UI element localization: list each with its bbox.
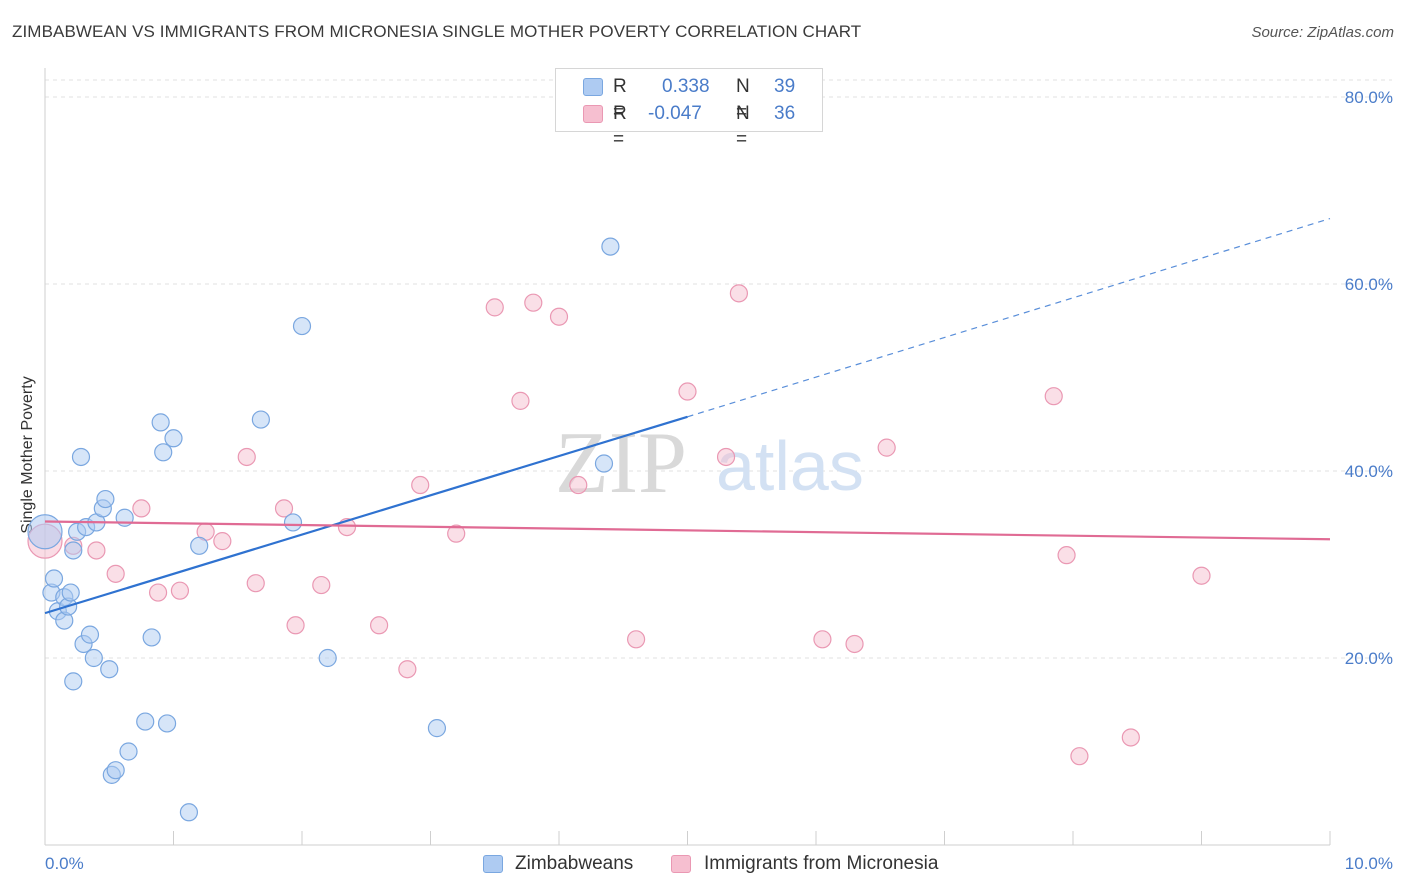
pink-swatch [583, 105, 603, 123]
chart-title: ZIMBABWEAN VS IMMIGRANTS FROM MICRONESIA… [12, 22, 862, 41]
micronesia-point [286, 616, 305, 635]
n-value: 36 [774, 103, 796, 124]
micronesia-point [549, 307, 569, 326]
zimbabweans-point [179, 803, 199, 822]
axes [44, 68, 1331, 846]
micronesia-point [246, 574, 265, 593]
zimbabweans-point [157, 714, 177, 733]
micronesia-point [370, 616, 389, 635]
micronesia-point [447, 524, 466, 543]
micronesia-point [813, 630, 832, 649]
micronesia-point [237, 447, 256, 467]
zimbabweans-point [44, 569, 64, 588]
pink-swatch [671, 855, 691, 873]
trend-lines [44, 217, 1331, 615]
legend-label: Zimbabweans [515, 853, 634, 874]
chart-source: Source: ZipAtlas.com [1251, 24, 1394, 41]
micronesia-point [524, 293, 543, 312]
zimbabweans-point [154, 443, 173, 462]
micronesia-point [274, 499, 294, 518]
x-tick-label: 10.0% [1345, 854, 1393, 873]
y-tick-label: 60.0% [1345, 275, 1393, 294]
y-tick-label: 40.0% [1345, 462, 1393, 481]
zimbabweans-point [142, 628, 161, 647]
micronesia-point [1192, 566, 1211, 585]
micronesia-point [716, 447, 736, 467]
micronesia-point [1057, 546, 1076, 565]
tick-labels: 20.0% 40.0% 60.0% 80.0% 0.0% 10.0% [45, 88, 1393, 873]
zimbabweans-point [427, 719, 447, 738]
zimbabweans-point [164, 429, 183, 448]
micronesia-point [678, 382, 697, 401]
micronesia-point [729, 284, 749, 303]
micronesia-point [170, 581, 190, 600]
gridlines [45, 79, 1392, 659]
watermark: ZIP atlas [555, 415, 864, 512]
micronesia-point [485, 298, 504, 317]
zimbabweans-point [64, 541, 83, 560]
zimbabweans-point [96, 489, 115, 509]
micronesia-point [626, 630, 646, 649]
zimbabweans-point [106, 761, 125, 780]
micronesia-point [1070, 747, 1089, 766]
micronesia-point [845, 634, 864, 654]
micronesia-point [569, 475, 588, 495]
zimbabweans-point [251, 410, 270, 429]
zimbabweans-point [119, 742, 138, 761]
micronesia-point [87, 541, 106, 560]
zimbabweans-point [283, 513, 303, 532]
r-label: R = [613, 103, 627, 150]
zimbabweans-point [71, 447, 91, 467]
y-tick-label: 80.0% [1345, 88, 1393, 107]
zimbabweans-point [80, 625, 100, 644]
micronesia-trend-line [44, 520, 1331, 541]
r-value: 0.338 [662, 76, 710, 97]
blue-swatch [583, 78, 603, 96]
zimbabweans-trend-extension [687, 217, 1331, 418]
zimbabweans-trend-line [44, 415, 688, 615]
watermark-zip: ZIP [555, 415, 687, 512]
zimbabweans-point [318, 648, 337, 668]
zimbabweans-point [27, 514, 63, 550]
zimbabweans-point [594, 454, 614, 473]
micronesia-point [148, 583, 168, 602]
r-label: R = [613, 76, 627, 123]
legend-label: Immigrants from Micronesia [704, 853, 939, 874]
n-label: N = [736, 103, 750, 150]
r-value: -0.047 [648, 103, 702, 124]
micronesia-point [132, 499, 151, 518]
micronesia-point [312, 575, 331, 595]
zimbabweans-point [190, 536, 209, 555]
series-micronesia-points [27, 284, 1211, 766]
zimbabweans-point [136, 712, 155, 731]
micronesia-point [877, 438, 896, 457]
micronesia-point [1121, 728, 1140, 747]
micronesia-point [511, 391, 530, 410]
micronesia-point [411, 475, 430, 495]
zimbabweans-point [292, 316, 312, 336]
y-tick-label: 20.0% [1345, 649, 1393, 668]
watermark-atlas: atlas [716, 427, 864, 505]
n-value: 39 [774, 76, 796, 97]
stats-box: R = 0.338 N = 39 R = -0.047 N = 36 [555, 68, 823, 150]
zimbabweans-point [84, 648, 103, 668]
zimbabweans-point [64, 672, 83, 691]
micronesia-point [106, 564, 125, 583]
micronesia-point [213, 532, 232, 551]
x-tick-label: 0.0% [45, 854, 84, 873]
micronesia-point [398, 660, 417, 679]
zimbabweans-point [100, 660, 119, 679]
zimbabweans-point [151, 413, 170, 432]
n-label: N = [736, 76, 750, 123]
micronesia-point [1044, 387, 1063, 406]
series-zimbabweans-points [27, 237, 620, 822]
blue-swatch [483, 855, 503, 873]
zimbabweans-point [61, 583, 80, 602]
zimbabweans-point [601, 237, 620, 256]
